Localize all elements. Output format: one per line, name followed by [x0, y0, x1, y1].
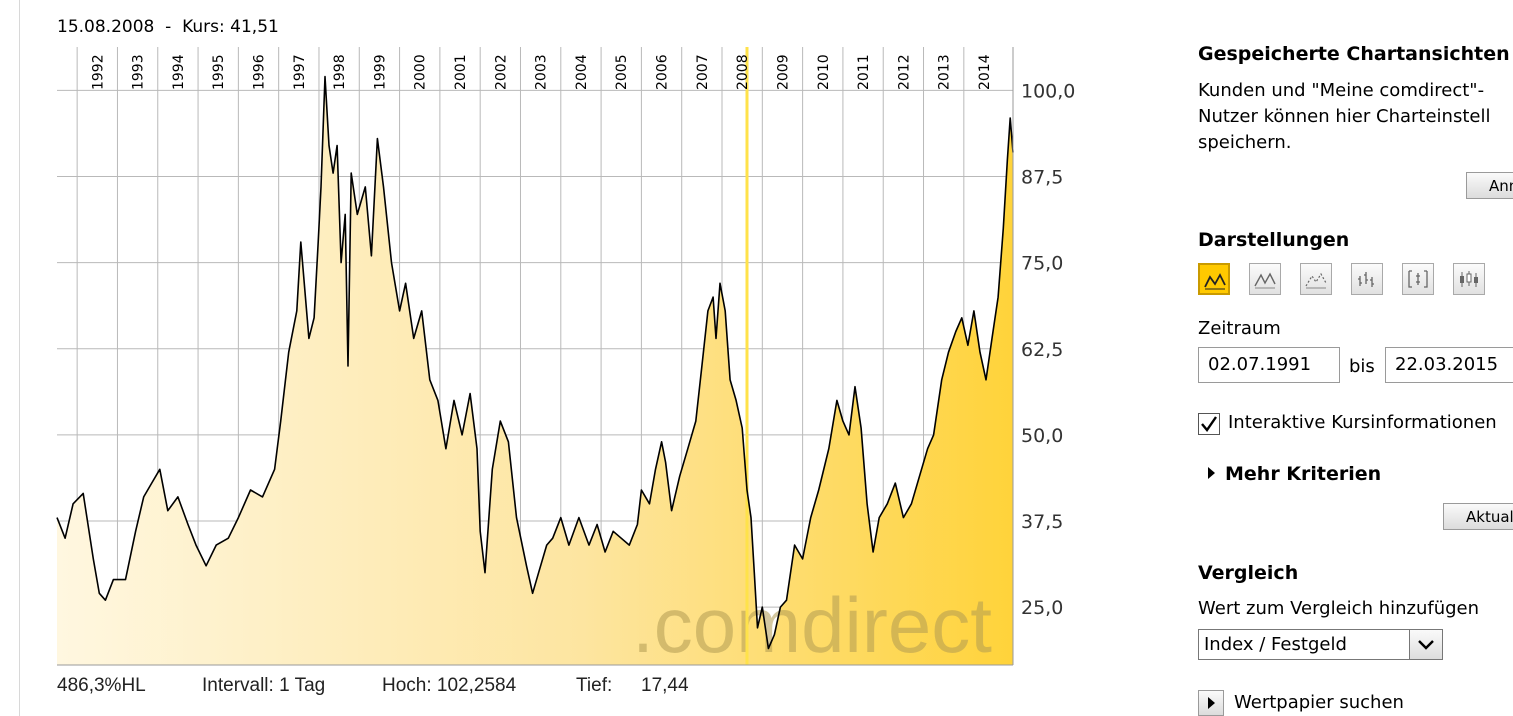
y-tick-label: 50,0 [1021, 425, 1063, 447]
compare-title: Vergleich [1198, 562, 1299, 584]
candlestick-chart-icon[interactable] [1453, 263, 1485, 295]
x-tick-label: 2004 [574, 54, 590, 90]
price-line [56, 75, 1014, 650]
y-tick-label: 87,5 [1021, 167, 1063, 189]
price-chart[interactable]: .comdirect 1992 1993 1994 1995 1996 1997 1998 1… [0, 0, 1100, 670]
x-tick-label: 2012 [896, 54, 912, 90]
x-tick-label: 2013 [937, 54, 953, 90]
x-tick-label: 2002 [493, 54, 509, 90]
x-tick-label: 2003 [534, 54, 550, 90]
play-arrow-icon [1208, 697, 1215, 709]
chevron-down-icon[interactable] [1409, 630, 1442, 659]
x-tick-label: 1999 [372, 54, 388, 90]
display-mode-selector [1198, 263, 1498, 295]
x-tick-label: 2001 [453, 54, 469, 90]
x-tick-label: 2009 [775, 54, 791, 90]
low-label: Tief: [576, 675, 613, 696]
x-tick-label: 2008 [735, 54, 751, 90]
login-button[interactable]: Anmelden [1466, 172, 1513, 199]
price-readout: 15.08.2008 - Kurs: 41,51 [57, 17, 279, 37]
x-tick-label: 2006 [655, 54, 671, 90]
interval-label: Intervall: 1 Tag [202, 675, 326, 696]
expand-arrow-icon [1208, 467, 1215, 479]
price-area [57, 76, 1013, 666]
x-tick-label: 2010 [816, 54, 832, 90]
compare-select-value: Index / Festgeld [1204, 634, 1347, 655]
saved-views-title: Gespeicherte Chartansichten [1198, 43, 1510, 65]
compare-text: Wert zum Vergleich hinzufügen [1198, 598, 1480, 619]
readout-date: 15.08.2008 [57, 17, 155, 37]
y-tick-label: 75,0 [1021, 253, 1063, 275]
readout-price-label: Kurs: [182, 17, 225, 37]
date-to-input[interactable]: 22.03.2015 [1385, 347, 1513, 383]
area-chart-icon[interactable] [1198, 263, 1230, 295]
x-tick-label: 1996 [252, 54, 268, 90]
update-button[interactable]: Aktualisieren [1443, 503, 1513, 530]
period-label: Zeitraum [1198, 318, 1281, 339]
bar-chart-icon[interactable] [1402, 263, 1434, 295]
x-tick-label: 1997 [292, 54, 308, 90]
x-tick-label: 2014 [977, 54, 993, 90]
y-tick-label: 100,0 [1021, 80, 1075, 102]
x-tick-label: 1993 [131, 54, 147, 90]
x-axis-labels: 1992 1993 1994 1995 1996 1997 1998 1999 2000 2001… [90, 54, 993, 90]
x-tick-label: 1994 [171, 54, 187, 90]
high-value: Hoch: 102,2584 [382, 675, 517, 696]
x-tick-label: 1995 [211, 54, 227, 90]
readout-price: 41,51 [230, 17, 279, 37]
saved-views-text-2: Nutzer können hier Charteinstell [1198, 106, 1491, 127]
x-tick-label: 1992 [90, 54, 106, 90]
y-tick-label: 37,5 [1021, 511, 1063, 533]
low-value: 17,44 [641, 675, 689, 696]
x-tick-label: 2005 [614, 54, 630, 90]
ohlc-chart-icon[interactable] [1351, 263, 1383, 295]
y-axis-labels: 100,0 87,5 75,0 62,5 50,0 37,5 25,0 [1021, 80, 1075, 619]
search-security-button[interactable] [1198, 690, 1224, 716]
y-tick-label: 62,5 [1021, 339, 1063, 361]
line-chart-icon[interactable] [1249, 263, 1281, 295]
dot-line-chart-icon[interactable] [1300, 263, 1332, 295]
interactive-info-checkbox[interactable] [1198, 413, 1220, 435]
checkmark-icon [1201, 416, 1217, 432]
x-tick-label: 2000 [413, 54, 429, 90]
left-border [19, 0, 20, 716]
until-label: bis [1349, 356, 1375, 377]
date-from-input[interactable]: 02.07.1991 [1198, 347, 1340, 383]
x-tick-label: 2007 [695, 54, 711, 90]
comdirect-watermark: .comdirect [632, 581, 992, 669]
x-tick-label: 2011 [856, 54, 872, 90]
compare-select[interactable]: Index / Festgeld [1198, 629, 1443, 660]
saved-views-text-1: Kunden und "Meine comdirect"- [1198, 80, 1485, 101]
performance-value: 486,3%HL [57, 675, 146, 696]
search-security-label[interactable]: Wertpapier suchen [1234, 692, 1404, 713]
readout-separator: - [165, 17, 172, 37]
display-title: Darstellungen [1198, 229, 1350, 251]
chart-settings-panel: Gespeicherte Chartansichten Kunden und "… [1198, 0, 1513, 716]
more-criteria-toggle[interactable]: Mehr Kriterien [1225, 463, 1382, 485]
y-tick-label: 25,0 [1021, 597, 1063, 619]
x-tick-label: 1998 [332, 54, 348, 90]
saved-views-text-3: speichern. [1198, 132, 1292, 153]
interactive-info-label[interactable]: Interaktive Kursinformationen [1228, 412, 1497, 433]
